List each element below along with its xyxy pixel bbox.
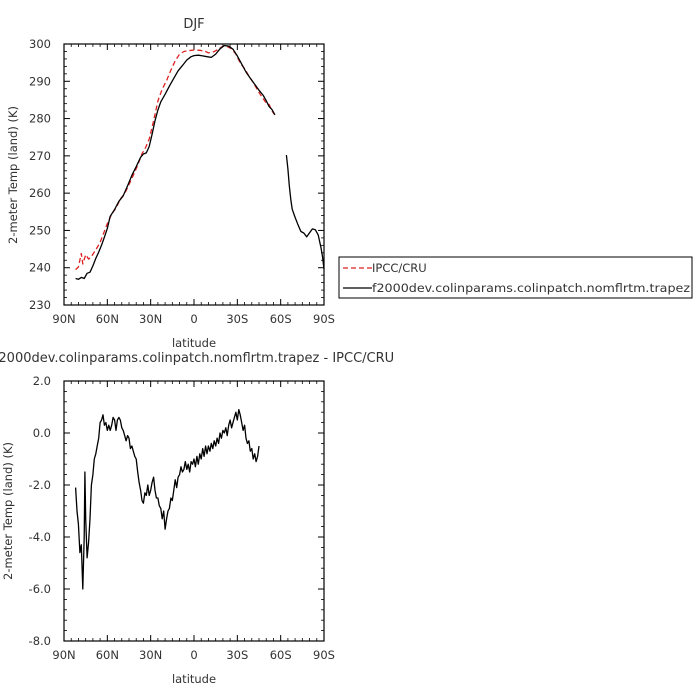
top-x-tick-label: 90N — [52, 312, 75, 326]
top-series-line-1 — [75, 44, 276, 280]
top-y-axis-label-group: 2-meter Temp (land) (K) — [6, 106, 20, 244]
top-series-line-2 — [285, 155, 325, 270]
top-y-axis-label: 2-meter Temp (land) (K) — [6, 106, 20, 244]
bottom-series-line-0 — [74, 408, 260, 590]
top-y-tick-label: 260 — [29, 186, 51, 200]
top-y-tick-label: 250 — [29, 223, 51, 237]
bottom-y-tick-label: -2.0 — [29, 478, 51, 492]
bottom-plot-lines — [74, 408, 260, 590]
bottom-x-tick-label: 30N — [139, 648, 162, 662]
bottom-x-tick-label: 60S — [270, 648, 292, 662]
bottom-y-tick-label: 0.0 — [33, 426, 51, 440]
top-x-tick-label: 30S — [226, 312, 248, 326]
legend-box — [338, 256, 693, 299]
bottom-y-tick-label: -4.0 — [29, 530, 51, 544]
bottom-x-tick-label: 60N — [96, 648, 119, 662]
top-plot-lines — [75, 44, 325, 280]
top-x-tick-label: 90S — [313, 312, 335, 326]
top-panel: DJF 2-meter Temp (land) (K) latitude 90N… — [6, 17, 335, 350]
bottom-x-tick-label: 30S — [226, 648, 248, 662]
bottom-y-tick-label: 2.0 — [33, 374, 51, 388]
legend-label-cru: IPCC/CRU — [372, 261, 427, 275]
top-y-tick-label: 280 — [29, 112, 51, 126]
bottom-x-tick-label: 90S — [313, 648, 335, 662]
bottom-axis-tick-labels: 90N 60N 30N 0 30S 60S 90S 2.0 0.0 -2.0 -4.0 -6.0 -8.… — [29, 374, 335, 662]
bottom-axis-ticks — [63, 380, 325, 642]
top-x-tick-label: 60N — [96, 312, 119, 326]
bottom-y-axis-label: 2-meter Temp (land) (K) — [1, 442, 15, 580]
bottom-panel: f2000dev.colinparams.colinpatch.nomflrtm… — [0, 351, 394, 686]
top-x-tick-label: 30N — [139, 312, 162, 326]
top-plot-frame — [63, 43, 325, 306]
bottom-y-tick-label: -8.0 — [29, 634, 51, 648]
top-series-line-0 — [75, 45, 276, 271]
top-x-tick-label: 60S — [270, 312, 292, 326]
top-axis-ticks — [63, 43, 325, 306]
bottom-x-tick-label: 90N — [52, 648, 75, 662]
top-x-axis-label: latitude — [172, 336, 216, 350]
top-y-tick-label: 270 — [29, 149, 51, 163]
legend-label-model: f2000dev.colinparams.colinpatch.nomflrtm… — [372, 281, 690, 295]
top-y-tick-label: 230 — [29, 298, 51, 312]
top-panel-title: DJF — [183, 17, 204, 32]
top-axis-tick-labels: 90N 60N 30N 0 30S 60S 90S 230 240 250 260 270 280 290… — [29, 37, 335, 326]
bottom-y-axis-label-group: 2-meter Temp (land) (K) — [1, 442, 15, 580]
bottom-panel-title: f2000dev.colinparams.colinpatch.nomflrtm… — [0, 351, 394, 366]
top-y-tick-label: 240 — [29, 261, 51, 275]
bottom-x-tick-label: 0 — [190, 648, 197, 662]
bottom-y-tick-label: -6.0 — [29, 582, 51, 596]
bottom-x-axis-label: latitude — [172, 672, 216, 686]
legend: IPCC/CRU f2000dev.colinparams.colinpatch… — [338, 256, 693, 299]
bottom-plot-frame — [63, 380, 325, 642]
top-x-tick-label: 0 — [190, 312, 197, 326]
top-y-tick-label: 290 — [29, 74, 51, 88]
top-y-tick-label: 300 — [29, 37, 51, 51]
